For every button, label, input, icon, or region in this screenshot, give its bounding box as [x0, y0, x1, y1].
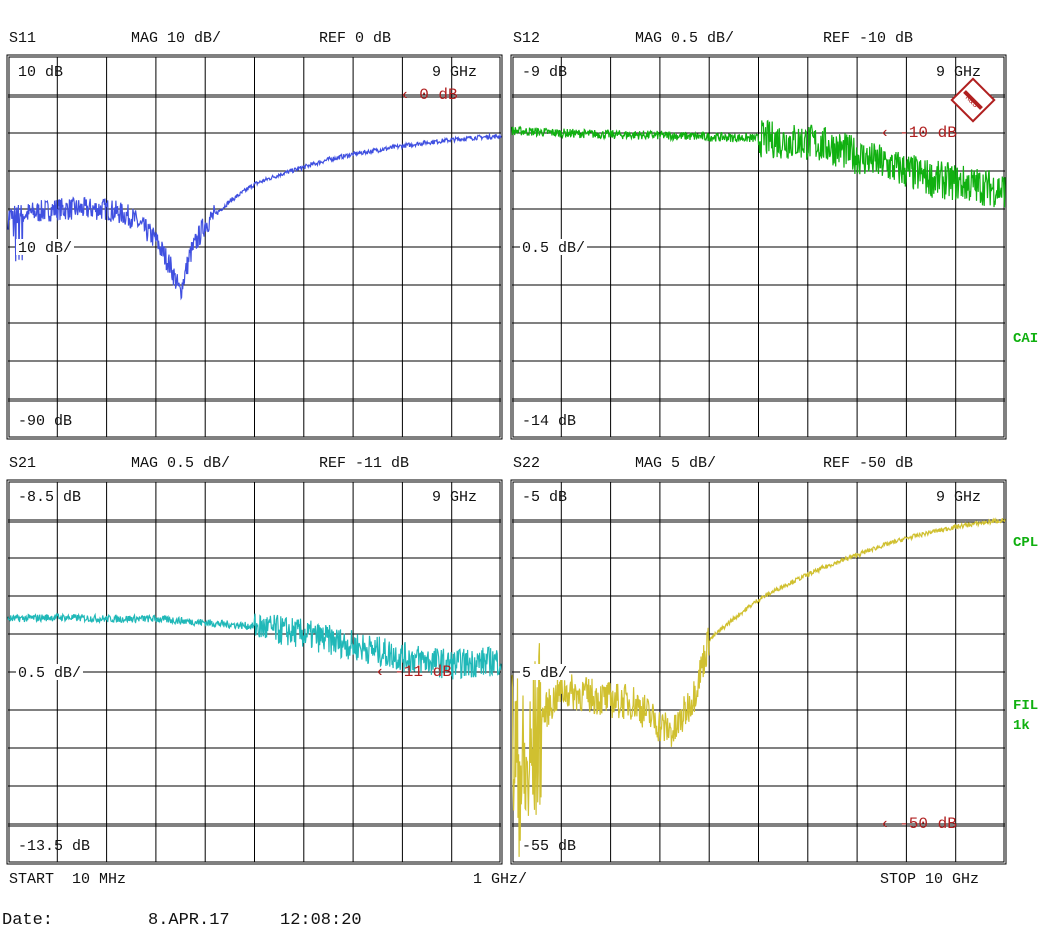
marker-frequency: 9 GHz	[936, 64, 981, 81]
date-value: 8.APR.17	[148, 911, 230, 930]
stop-frequency: STOP 10 GHz	[880, 871, 979, 888]
marker-frequency: 9 GHz	[936, 489, 981, 506]
top-scale-label: -5 dB	[522, 489, 567, 506]
scale-label: MAG 5 dB/	[635, 455, 716, 472]
scale-label: MAG 0.5 dB/	[635, 30, 734, 47]
scale-label: MAG 10 dB/	[131, 30, 221, 47]
ref-level-marker: ‹ -50 dB	[880, 815, 957, 833]
plot-s12: S12 MAG 0.5 dB/REF -10 dB -9 dB -14 dB 0.5 d…	[511, 30, 1006, 439]
div-label: 0.5 dB/	[18, 665, 81, 682]
ref-level-marker: ‹ 0 dB	[400, 86, 458, 104]
ref-label: REF -11 dB	[319, 455, 409, 472]
start-frequency: START 10 MHz	[9, 871, 126, 888]
side-label-cpl: CPL	[1013, 535, 1038, 551]
div-label: 5 dB/	[522, 665, 567, 682]
scale-label: MAG 0.5 dB/	[131, 455, 230, 472]
marker-frequency: 9 GHz	[432, 64, 477, 81]
bottom-scale-label: -14 dB	[522, 413, 576, 430]
time-value: 12:08:20	[280, 911, 362, 930]
ref-label: REF 0 dB	[319, 30, 391, 47]
ref-level-marker: ‹ -11 dB	[375, 663, 452, 681]
side-label-fil: FIL	[1013, 698, 1038, 714]
top-scale-label: 10 dB	[18, 64, 63, 81]
param-label: S12	[513, 30, 540, 47]
bottom-scale-label: -90 dB	[18, 413, 72, 430]
plot-s11: S11 MAG 10 dB/REF 0 dB 10 dB -90 dB 10 dB/9 …	[7, 30, 502, 439]
div-label: 0.5 dB/	[522, 240, 585, 257]
ref-level-marker: ‹ -10 dB	[880, 124, 957, 142]
date-label: Date:	[2, 911, 53, 930]
side-label-fil-bw: 1k	[1013, 718, 1030, 734]
bottom-scale-label: -13.5 dB	[18, 838, 90, 855]
bottom-scale-label: -55 dB	[522, 838, 576, 855]
div-label: 10 dB/	[18, 240, 72, 257]
param-label: S22	[513, 455, 540, 472]
side-label-cai: CAI	[1013, 331, 1038, 347]
plot-s21: S21 MAG 0.5 dB/REF -11 dB -8.5 dB -13.5 dB 0…	[7, 455, 502, 864]
top-scale-label: -8.5 dB	[18, 489, 81, 506]
ref-label: REF -50 dB	[823, 455, 913, 472]
ref-label: REF -10 dB	[823, 30, 913, 47]
marker-frequency: 9 GHz	[432, 489, 477, 506]
rs-logo: R&S	[952, 79, 994, 121]
span-per-div: 1 GHz/	[473, 871, 527, 888]
plot-s22: S22 MAG 5 dB/REF -50 dB -5 dB -55 dB 5 dB/9 …	[511, 455, 1006, 864]
top-scale-label: -9 dB	[522, 64, 567, 81]
param-label: S21	[9, 455, 36, 472]
param-label: S11	[9, 30, 36, 47]
